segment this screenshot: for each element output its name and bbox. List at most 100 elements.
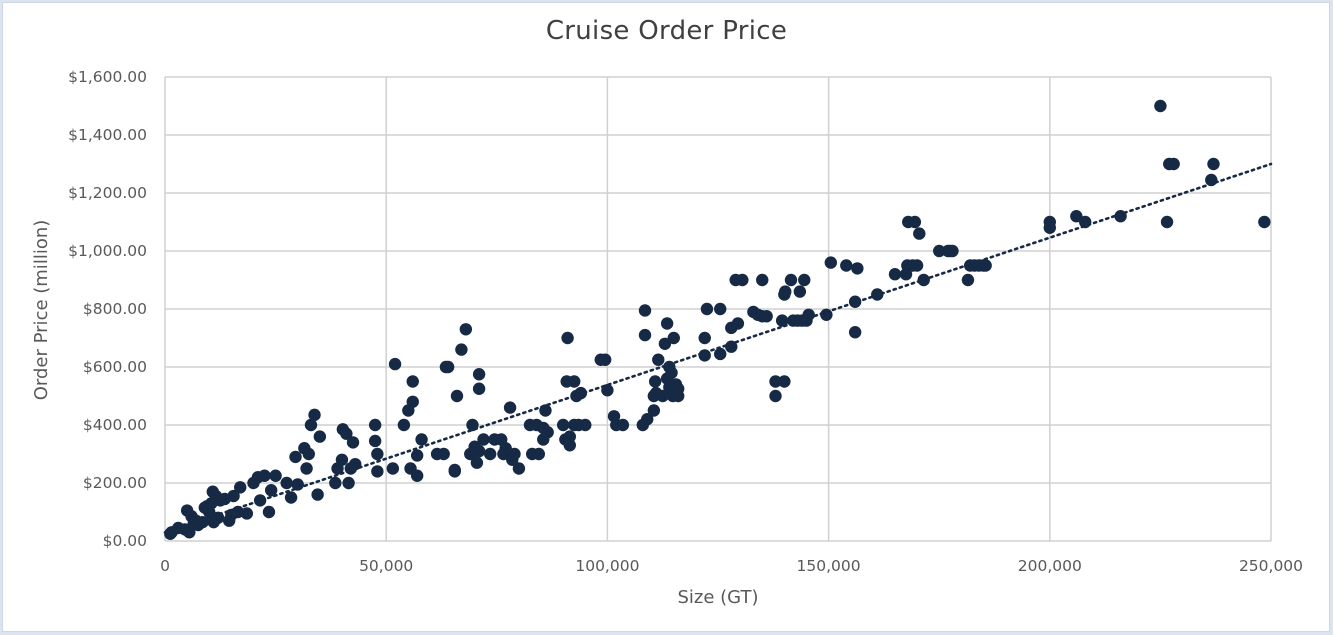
data-point [483, 447, 497, 461]
data-point [397, 418, 411, 432]
data-point [304, 418, 318, 432]
data-point [638, 304, 652, 317]
data-point [798, 273, 811, 287]
data-point [778, 375, 791, 388]
data-point [656, 389, 669, 403]
data-point [308, 408, 321, 422]
data-point [311, 488, 324, 501]
data-point [472, 368, 486, 381]
data-point [598, 353, 612, 366]
data-point [448, 465, 461, 478]
data-point [368, 418, 382, 432]
data-point [470, 456, 484, 469]
data-point [300, 462, 313, 475]
data-point [769, 375, 782, 388]
data-point [946, 244, 959, 258]
data-point [731, 317, 745, 330]
data-point [961, 273, 975, 287]
data-point [736, 273, 749, 287]
y-tick-label: $400.00 [83, 416, 147, 434]
data-point [700, 302, 714, 316]
data-point [371, 447, 384, 461]
data-point [908, 215, 922, 229]
x-axis-ticks: 0 50,000 100,000 150,000 200,000 250,000 [160, 557, 1303, 575]
data-point [512, 462, 526, 475]
data-point [698, 349, 711, 362]
data-point [455, 343, 468, 356]
data-point [472, 444, 486, 458]
y-tick-label: $200.00 [83, 474, 147, 492]
data-point [253, 494, 267, 507]
y-tick-label: $1,600.00 [68, 68, 147, 86]
data-point [563, 430, 576, 443]
data-points [164, 99, 1271, 540]
data-point [289, 450, 302, 464]
data-point [824, 256, 838, 269]
x-axis-title: Size (GT) [677, 587, 758, 608]
data-point [406, 395, 419, 408]
data-point [910, 259, 924, 272]
data-point [913, 227, 926, 240]
data-point [386, 462, 400, 475]
data-point [459, 323, 473, 336]
data-point [269, 469, 282, 482]
data-point [532, 447, 546, 461]
y-tick-label: $800.00 [83, 300, 147, 318]
data-point [329, 476, 342, 490]
data-point [616, 418, 630, 432]
data-point [499, 442, 512, 455]
data-point [665, 366, 678, 379]
data-point [503, 401, 517, 414]
data-point [262, 505, 276, 519]
data-point [784, 273, 798, 287]
data-point [840, 259, 853, 272]
data-point [1043, 221, 1057, 234]
data-point [769, 389, 782, 403]
data-point [1207, 157, 1220, 171]
data-point [264, 484, 278, 497]
data-point [410, 469, 424, 482]
data-point [660, 317, 674, 330]
data-point [368, 434, 382, 448]
data-point [652, 353, 665, 366]
data-point [563, 439, 576, 452]
data-point [888, 268, 902, 281]
data-point [667, 331, 680, 345]
data-point [342, 476, 355, 490]
trendline [163, 162, 1273, 534]
data-point [1160, 215, 1174, 229]
data-point [793, 285, 807, 298]
data-point [280, 476, 293, 490]
data-point [472, 382, 486, 395]
data-point [196, 515, 209, 529]
data-point [1167, 157, 1180, 171]
data-point [1258, 215, 1271, 229]
data-point [556, 418, 570, 432]
x-tick-label: 200,000 [1018, 557, 1082, 575]
data-point [415, 433, 428, 446]
data-point [641, 413, 654, 426]
data-point [561, 331, 574, 345]
data-point [933, 244, 946, 258]
data-point [1154, 99, 1167, 113]
data-point [410, 449, 424, 462]
y-tick-label: $600.00 [83, 358, 147, 376]
data-point [1070, 210, 1083, 223]
data-point [388, 357, 402, 371]
data-point [579, 418, 592, 432]
data-point [979, 259, 992, 272]
data-point [756, 273, 769, 287]
data-point [313, 430, 327, 443]
y-tick-label: $0.00 [103, 532, 147, 550]
x-tick-label: 50,000 [359, 557, 413, 575]
data-point [574, 386, 588, 400]
data-point [775, 314, 789, 327]
data-point [284, 491, 298, 504]
data-point [227, 489, 240, 503]
data-point [647, 404, 661, 417]
data-point [638, 328, 652, 342]
y-tick-label: $1,000.00 [68, 242, 147, 260]
data-point [760, 310, 773, 323]
